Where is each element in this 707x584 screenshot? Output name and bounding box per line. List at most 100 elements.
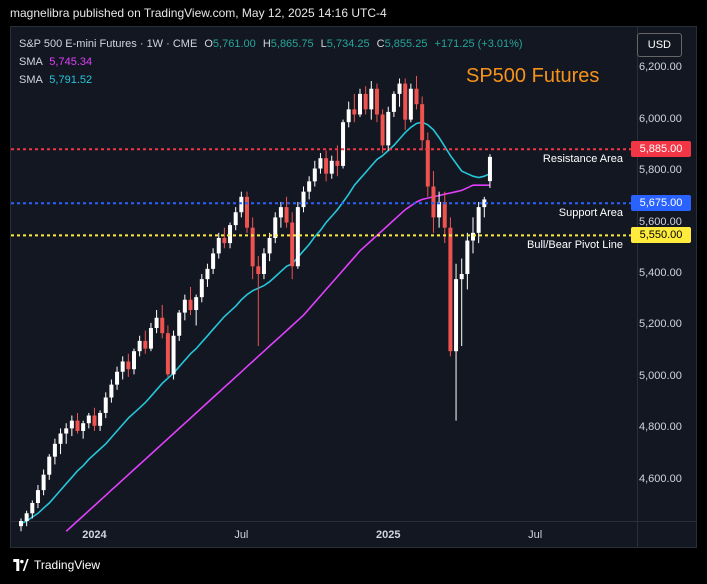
- candle: [256, 255, 261, 347]
- chart-legend: S&P 500 E-mini Futures · 1W · CME O5,761…: [19, 35, 523, 89]
- candle: [386, 106, 391, 151]
- candle: [482, 196, 487, 218]
- candle: [182, 294, 187, 321]
- candle-body: [41, 474, 46, 491]
- candle-body: [256, 266, 261, 274]
- candle: [459, 258, 464, 347]
- candle-body: [476, 207, 481, 233]
- candle: [188, 286, 193, 316]
- candle-body: [24, 513, 29, 521]
- candle: [374, 83, 379, 123]
- candle: [126, 353, 131, 377]
- price-tick-label: 5,600.00: [639, 215, 682, 228]
- candle-body: [109, 384, 114, 398]
- candle-body: [245, 196, 249, 228]
- candle-body: [81, 423, 86, 431]
- price-tick-label: 4,600.00: [639, 472, 682, 485]
- candle: [278, 201, 283, 228]
- candle: [154, 310, 159, 334]
- candle: [284, 196, 289, 228]
- time-tick-label: Jul: [234, 529, 249, 541]
- candle: [352, 93, 357, 123]
- candle: [177, 310, 182, 341]
- chart-title: SP500 Futures: [466, 65, 600, 87]
- candle: [290, 212, 295, 280]
- candle: [414, 75, 419, 110]
- candle-body: [352, 109, 357, 115]
- candle: [301, 186, 306, 213]
- candle-body: [199, 279, 204, 298]
- candle: [454, 263, 459, 421]
- candle: [397, 78, 402, 107]
- price-tick-label: 6,200.00: [639, 61, 682, 74]
- candle-body: [194, 297, 199, 311]
- candle-body: [250, 227, 255, 267]
- candle-body: [471, 232, 475, 241]
- candle-body: [216, 237, 221, 254]
- sma-slow-line: [65, 184, 490, 532]
- candle: [358, 88, 362, 118]
- footer: TradingView: [12, 558, 100, 572]
- candle-body: [171, 335, 176, 375]
- candle-body: [165, 333, 170, 375]
- candle-body: [374, 88, 379, 115]
- candle-body: [403, 83, 408, 120]
- candle-body: [30, 502, 35, 514]
- candle: [148, 322, 153, 352]
- legend-sma-fast-label: SMA: [19, 74, 43, 86]
- candle-body: [98, 412, 103, 426]
- candle: [199, 274, 204, 303]
- candle-body: [47, 456, 52, 475]
- candle: [98, 410, 103, 431]
- candle: [408, 83, 413, 123]
- candle-body: [459, 274, 464, 280]
- legend-ohlc-row: S&P 500 E-mini Futures · 1W · CME O5,761…: [19, 35, 523, 53]
- candle: [295, 201, 300, 269]
- candle: [41, 469, 46, 496]
- candle: [64, 423, 69, 444]
- candle-body: [115, 371, 120, 385]
- candle: [194, 294, 199, 326]
- candle-body: [318, 158, 323, 169]
- candle-body: [69, 420, 74, 429]
- candle: [35, 484, 40, 509]
- legend-o-label: O: [204, 38, 213, 50]
- candle-body: [335, 160, 340, 166]
- time-scale-divider: [11, 521, 696, 522]
- chart-canvas[interactable]: [11, 27, 698, 549]
- candle-body: [431, 186, 436, 218]
- candle-body: [273, 217, 278, 238]
- candle: [318, 153, 323, 174]
- tradingview-logo-icon: [13, 559, 29, 571]
- candle: [120, 356, 125, 380]
- candle: [52, 438, 57, 465]
- candle-body: [301, 191, 306, 208]
- candle: [69, 415, 74, 437]
- level-price-tag: 5,675.00: [631, 195, 691, 212]
- price-scale-divider: [637, 27, 638, 547]
- currency-button[interactable]: USD: [636, 33, 682, 57]
- candle-body: [103, 397, 108, 413]
- candle: [222, 227, 227, 249]
- candle-body: [307, 181, 312, 192]
- candle-body: [363, 93, 368, 110]
- candle: [211, 248, 216, 274]
- time-tick-label: 2025: [376, 529, 401, 541]
- candle: [137, 335, 142, 357]
- legend-c-label: C: [376, 38, 385, 50]
- candle: [171, 330, 176, 380]
- candle: [329, 155, 334, 179]
- candle: [448, 217, 453, 357]
- candle: [30, 500, 35, 519]
- candle: [380, 109, 385, 154]
- candle: [115, 366, 120, 390]
- candle-body: [188, 299, 193, 311]
- candle: [369, 81, 374, 120]
- chart-panel[interactable]: S&P 500 E-mini Futures · 1W · CME O5,761…: [10, 26, 697, 548]
- candle-body: [397, 83, 402, 94]
- candle: [425, 132, 430, 197]
- sma-fast-line: [20, 121, 491, 525]
- candle: [245, 191, 249, 233]
- legend-l-label: L: [320, 38, 327, 50]
- candle: [476, 201, 481, 244]
